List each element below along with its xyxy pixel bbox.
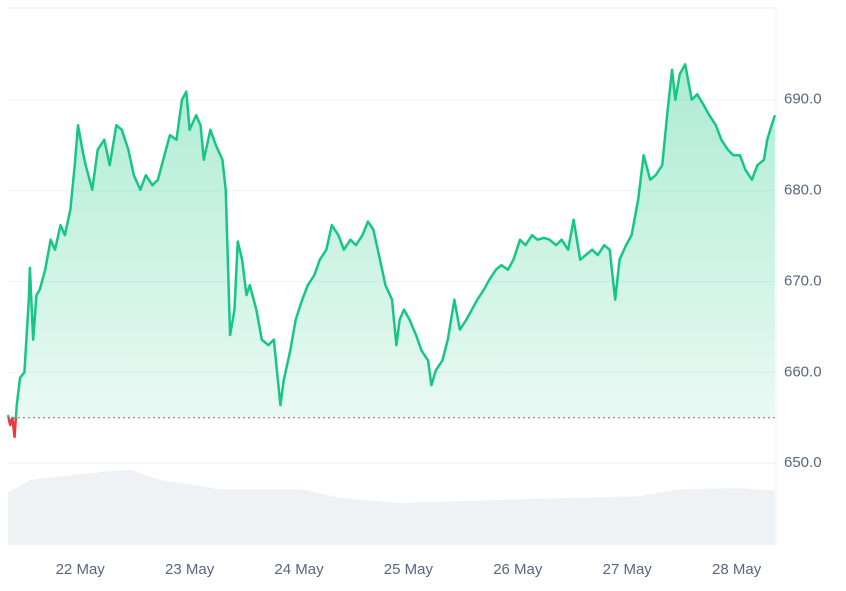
y-tick-label: 650.0 xyxy=(784,454,822,471)
x-tick-label: 27 May xyxy=(603,561,653,578)
x-tick-label: 23 May xyxy=(165,561,215,578)
x-tick-label: 28 May xyxy=(712,561,762,578)
y-tick-label: 670.0 xyxy=(784,272,822,289)
y-tick-label: 660.0 xyxy=(784,363,822,380)
x-tick-label: 25 May xyxy=(384,561,434,578)
x-tick-label: 24 May xyxy=(274,561,324,578)
volume-area xyxy=(8,469,775,545)
x-tick-label: 26 May xyxy=(493,561,543,578)
price-area xyxy=(8,64,775,418)
y-tick-label: 690.0 xyxy=(784,91,822,108)
y-tick-label: 680.0 xyxy=(784,182,822,199)
price-line xyxy=(6,63,777,418)
x-tick-label: 22 May xyxy=(56,561,106,578)
